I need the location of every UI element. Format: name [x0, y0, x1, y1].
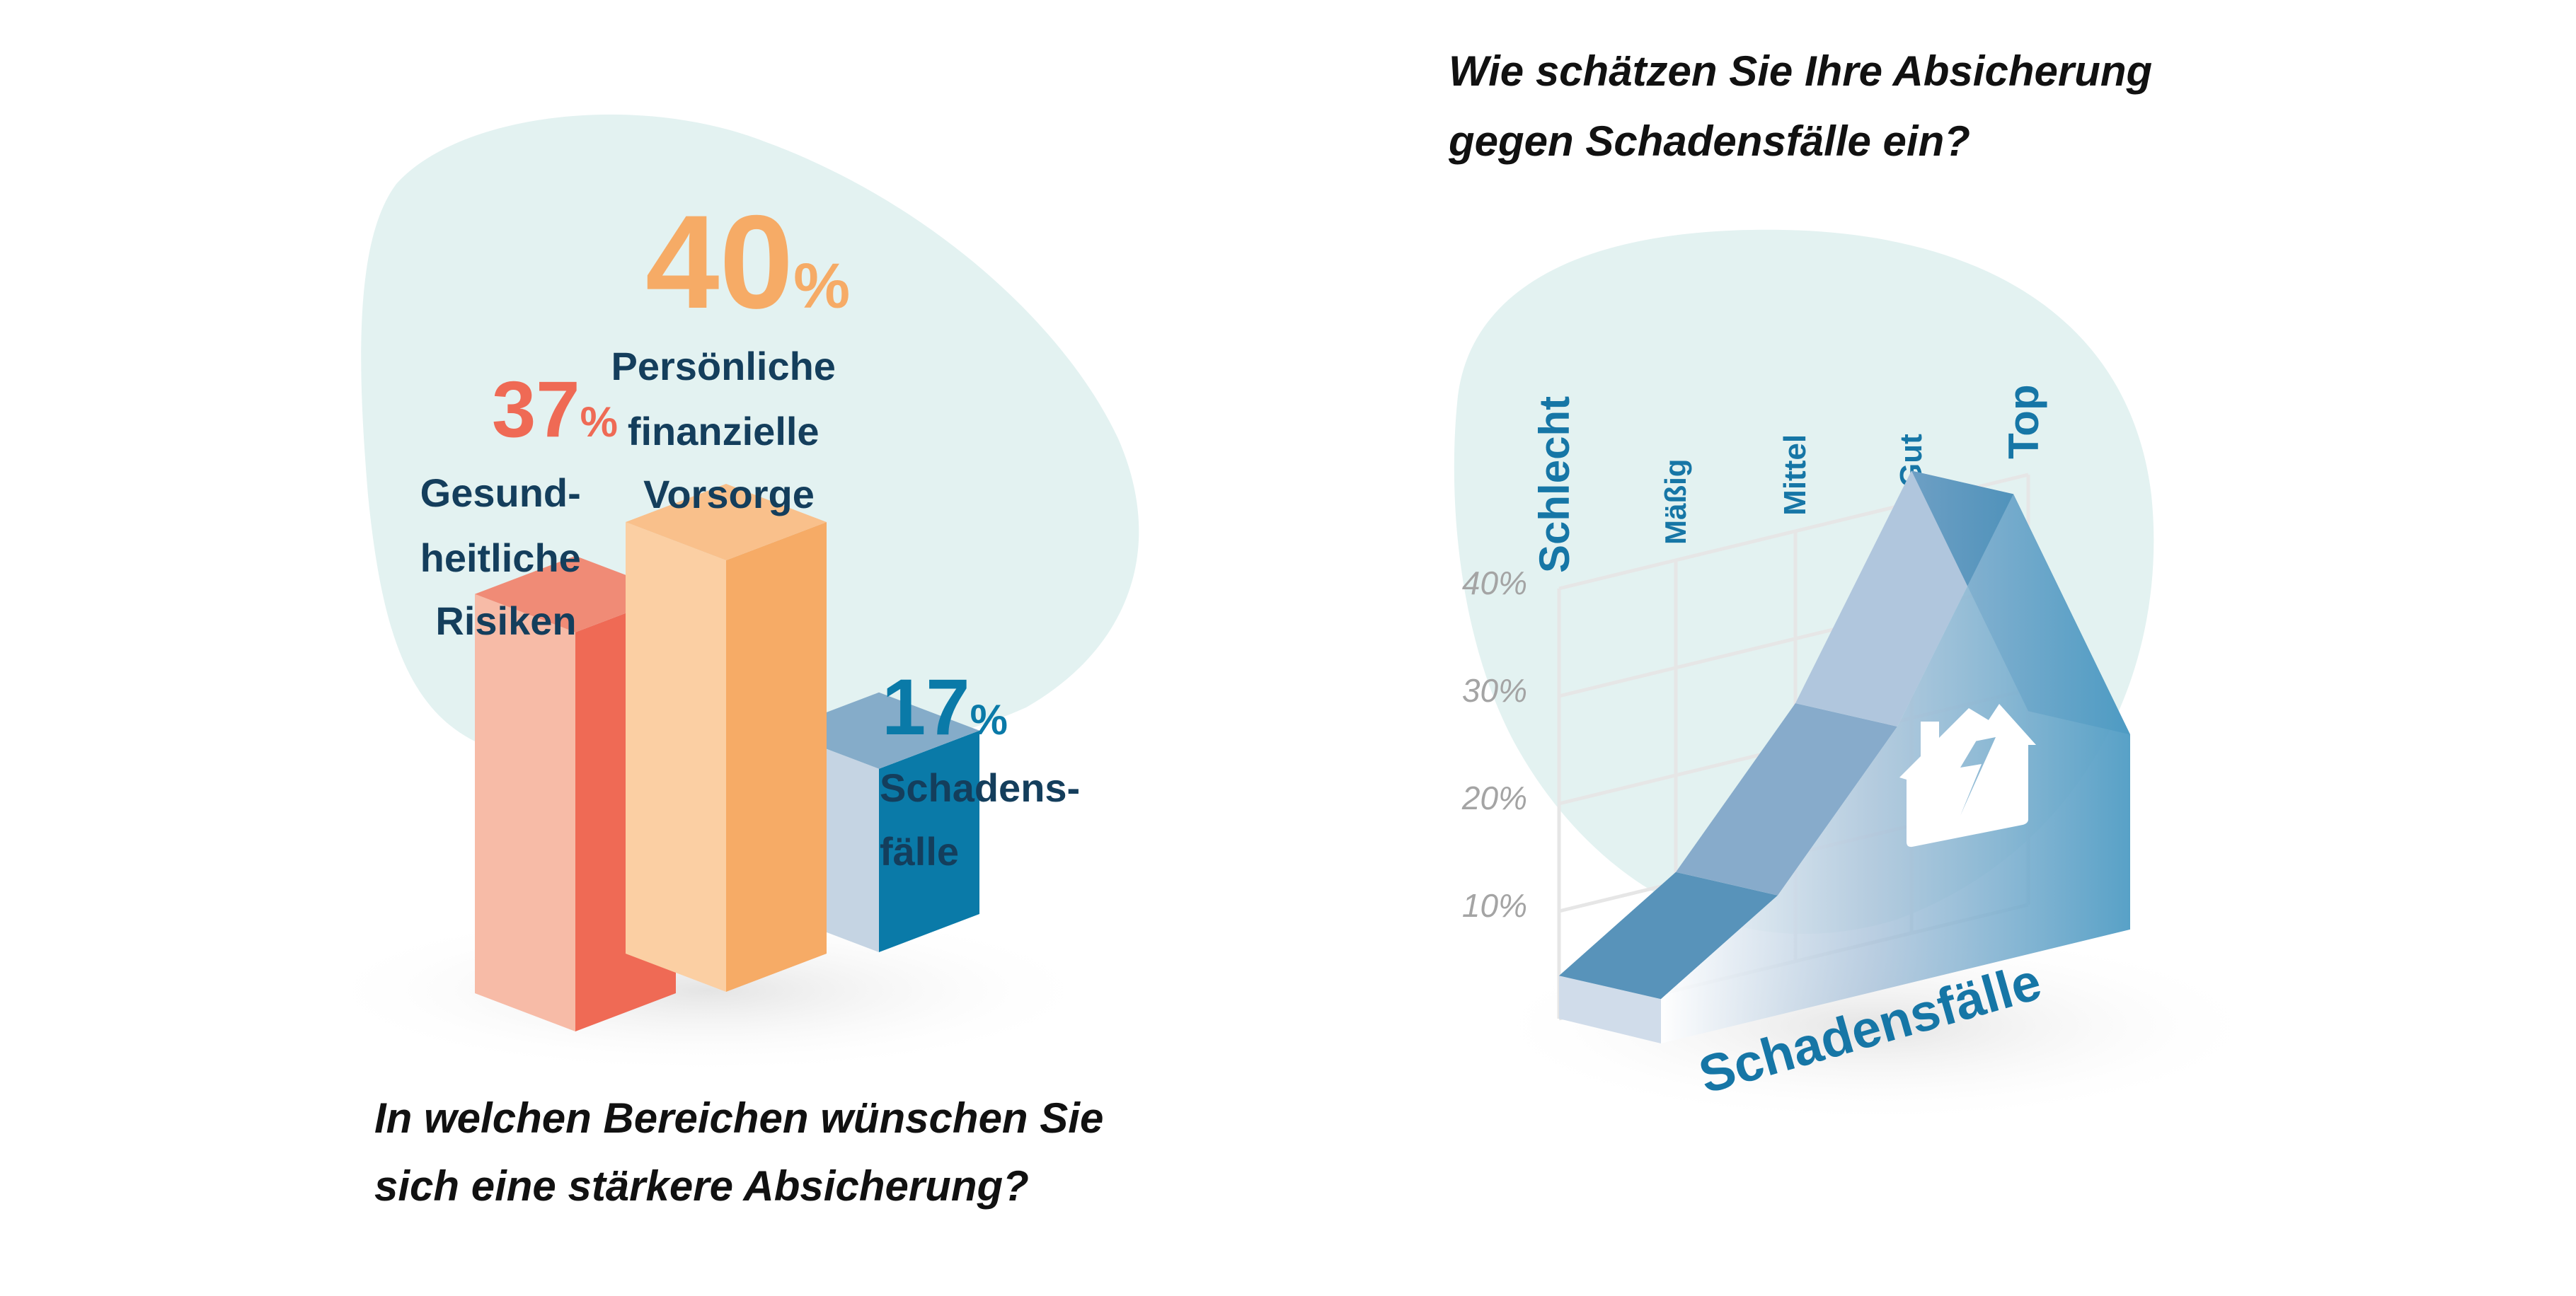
bar-pension	[626, 484, 827, 992]
area-top-face	[1676, 703, 1897, 896]
bar-top-face	[626, 484, 827, 560]
left-question: In welchen Bereichen wünschen Sie sich e…	[374, 1094, 1115, 1210]
area-series	[1559, 470, 2130, 1043]
y-tick-label: 10%	[1462, 887, 1527, 924]
area-top-face	[1559, 872, 1778, 1000]
y-tick-label: 20%	[1461, 780, 1527, 816]
right-question: Wie schätzen Sie Ihre Absicherung gegen …	[1448, 47, 2164, 165]
bar-value-health: 37%	[492, 365, 618, 453]
bar-top-face	[778, 692, 979, 769]
area-front-face	[1661, 494, 2130, 1043]
bar-value-pension: 40%	[645, 187, 850, 336]
bar-right-face	[879, 730, 979, 952]
bar-label-pension: Persönliche finanzielle Vorsorge	[611, 344, 846, 516]
house-lightning-icon	[1899, 704, 2036, 847]
bar-left-face	[475, 594, 575, 1031]
y-tick-label: 30%	[1462, 672, 1527, 709]
bar-group	[475, 484, 979, 1031]
bar-value-damage: 17%	[882, 663, 1008, 751]
x-category-label: Top	[2000, 384, 2047, 459]
x-category-label: Mäßig	[1659, 459, 1692, 545]
x-category-label: Schlecht	[1531, 396, 1578, 573]
x-category-label: Mittel	[1778, 434, 1812, 516]
bar-left-face	[626, 522, 726, 992]
area-left-face	[1559, 976, 1661, 1043]
y-axis-ticks: 10% 20% 30% 40%	[1461, 565, 1527, 924]
bar-right-face	[726, 522, 827, 992]
bar-label-health: Gesund- heitliche Risiken	[420, 470, 592, 643]
bar-label-damage: Schadens- fälle	[880, 765, 1091, 874]
y-tick-label: 40%	[1462, 565, 1527, 601]
